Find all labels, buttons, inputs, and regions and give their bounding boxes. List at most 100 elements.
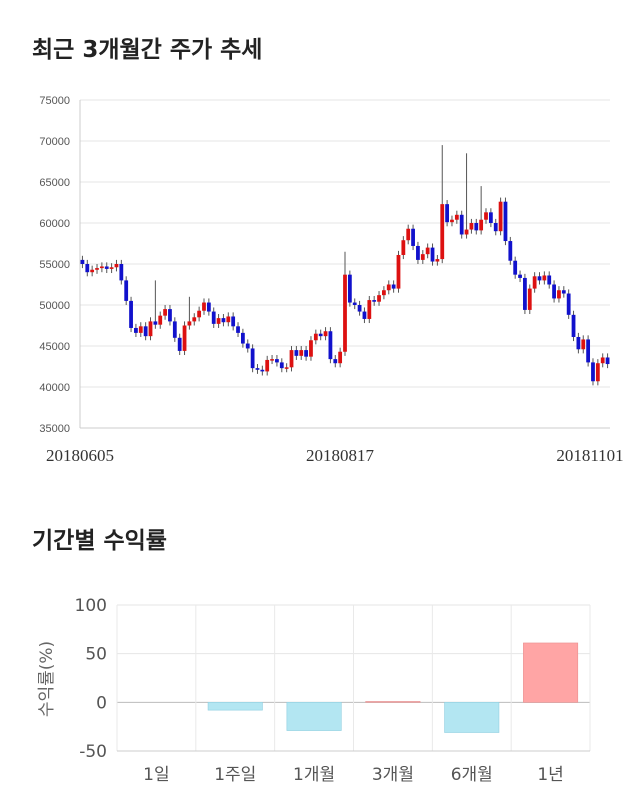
candle-body — [109, 267, 114, 269]
candle — [226, 312, 231, 327]
candle-body — [347, 274, 352, 303]
candle-body — [527, 288, 532, 310]
candle — [275, 355, 279, 367]
candle-body — [153, 321, 158, 325]
x-date-label: 20180605 — [46, 446, 114, 465]
candle-body — [586, 339, 591, 363]
candle — [537, 272, 542, 285]
candle — [80, 255, 85, 269]
stock-trend-title: 최근 3개월간 주가 추세 — [32, 37, 263, 63]
candle — [372, 295, 377, 306]
return-bar — [444, 702, 500, 733]
candle — [124, 276, 129, 305]
candle — [328, 327, 333, 364]
candle — [206, 298, 211, 316]
y-tick-label: 75000 — [39, 95, 70, 107]
y-axis-label: 수익률(%) — [37, 641, 57, 717]
candle-body — [450, 219, 454, 223]
candle-body — [192, 317, 197, 322]
candle-body — [391, 284, 396, 289]
candle — [304, 346, 308, 361]
candle — [552, 280, 556, 303]
y-tick-label: 65000 — [39, 177, 70, 189]
candle — [104, 262, 109, 274]
candle-body — [372, 300, 377, 302]
candle-body — [221, 318, 226, 323]
candle — [362, 307, 367, 324]
candle — [595, 359, 600, 386]
candle-body — [309, 340, 313, 357]
candle-body — [129, 300, 133, 328]
candle-body — [323, 331, 328, 337]
x-date-label: 20180817 — [306, 446, 375, 465]
candle-body — [581, 339, 586, 350]
candle-body — [104, 266, 109, 269]
candle-body — [275, 359, 279, 363]
candle — [576, 332, 581, 354]
candle-body — [493, 223, 498, 232]
candle — [498, 197, 503, 236]
candle-body — [343, 274, 347, 352]
candle — [401, 236, 406, 260]
y-tick-label: 60000 — [39, 218, 70, 230]
candle-body — [211, 311, 216, 324]
candle-body — [134, 327, 138, 333]
candle-body — [523, 277, 527, 310]
candle-body — [216, 318, 221, 324]
candle — [532, 272, 537, 293]
candle-body — [143, 326, 148, 337]
candle — [270, 355, 274, 365]
category-label: 1주일 — [214, 765, 256, 785]
candle-body — [318, 333, 323, 337]
candle-body — [576, 336, 581, 350]
candle — [216, 314, 221, 328]
candle — [430, 243, 435, 266]
candle-body — [479, 219, 484, 231]
candle-body — [459, 214, 464, 235]
candle-body — [80, 259, 85, 264]
candle — [177, 333, 182, 356]
period-return-title: 기간별 수익률 — [32, 528, 167, 554]
y-tick-label: 55000 — [39, 259, 70, 271]
candle — [406, 224, 411, 245]
candle-body — [197, 310, 202, 318]
candle — [440, 145, 445, 264]
candle-body — [469, 223, 474, 230]
candle — [493, 218, 498, 236]
candle — [425, 243, 430, 259]
candle-body — [513, 260, 518, 275]
candle — [119, 259, 124, 285]
candle — [435, 254, 440, 266]
candle — [488, 208, 493, 228]
y-tick-label: 35000 — [39, 423, 70, 435]
candle-body — [313, 333, 318, 341]
candle — [581, 335, 586, 354]
candle-body — [304, 350, 308, 357]
candle — [309, 336, 313, 361]
candle-body — [202, 302, 206, 311]
candle — [240, 328, 245, 348]
candle-body — [445, 204, 450, 223]
candle — [343, 251, 347, 356]
candle-body — [367, 300, 372, 319]
candle-body — [168, 309, 172, 322]
candle-body — [177, 337, 182, 351]
candle-body — [474, 223, 479, 231]
candle-body — [416, 245, 420, 260]
candle-body — [566, 293, 571, 315]
candle — [114, 259, 119, 272]
candle — [382, 286, 386, 300]
candle — [279, 358, 284, 373]
candle — [153, 280, 158, 329]
candle-body — [605, 357, 610, 365]
candle — [260, 365, 265, 376]
candle-body — [172, 321, 177, 338]
candle-body — [435, 259, 440, 262]
candle — [129, 296, 133, 333]
category-label: 3개월 — [372, 765, 414, 785]
candle — [523, 273, 527, 315]
candle — [600, 353, 605, 368]
candle-body — [454, 214, 459, 220]
candle — [557, 286, 561, 303]
candle — [454, 210, 459, 224]
